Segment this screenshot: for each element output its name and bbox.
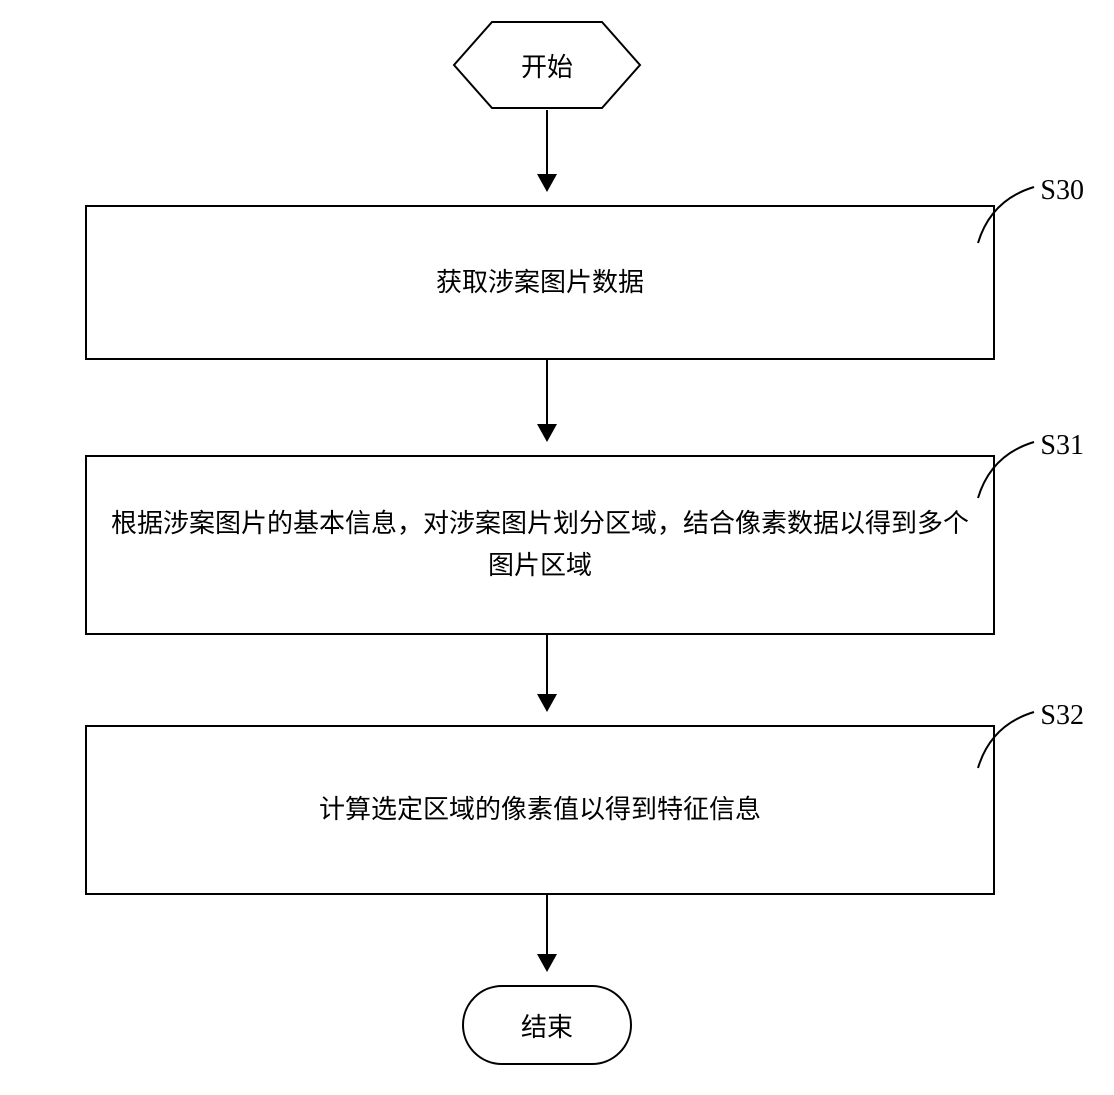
process-node-s30: 获取涉案图片数据 bbox=[85, 205, 995, 360]
end-label: 结束 bbox=[521, 1007, 573, 1044]
step-id-s32: S32 bbox=[1040, 700, 1084, 731]
arrow-start-to-s30 bbox=[546, 110, 548, 190]
connector-curve-icon bbox=[976, 710, 1036, 770]
arrow-s31-to-s32 bbox=[546, 635, 548, 710]
start-label: 开始 bbox=[521, 47, 573, 84]
step-label-s31: S31 bbox=[1040, 430, 1084, 462]
process-s30-text: 获取涉案图片数据 bbox=[436, 262, 644, 304]
process-s32-text: 计算选定区域的像素值以得到特征信息 bbox=[319, 789, 761, 831]
step-label-s32: S32 bbox=[1040, 700, 1084, 732]
start-node: 开始 bbox=[452, 20, 642, 110]
step-label-s30: S30 bbox=[1040, 175, 1084, 207]
connector-curve-icon bbox=[976, 185, 1036, 245]
step-id-s31: S31 bbox=[1040, 430, 1084, 461]
process-node-s32: 计算选定区域的像素值以得到特征信息 bbox=[85, 725, 995, 895]
connector-curve-icon bbox=[976, 440, 1036, 500]
step-id-s30: S30 bbox=[1040, 175, 1084, 206]
end-node: 结束 bbox=[462, 985, 632, 1065]
flowchart-container: 开始 获取涉案图片数据 S30 根据涉案图片的基本信息，对涉案图片划分区域，结合… bbox=[0, 0, 1114, 1095]
process-node-s31: 根据涉案图片的基本信息，对涉案图片划分区域，结合像素数据以得到多个图片区域 bbox=[85, 455, 995, 635]
arrow-s30-to-s31 bbox=[546, 360, 548, 440]
arrow-s32-to-end bbox=[546, 895, 548, 970]
process-s31-text: 根据涉案图片的基本信息，对涉案图片划分区域，结合像素数据以得到多个图片区域 bbox=[107, 503, 973, 586]
